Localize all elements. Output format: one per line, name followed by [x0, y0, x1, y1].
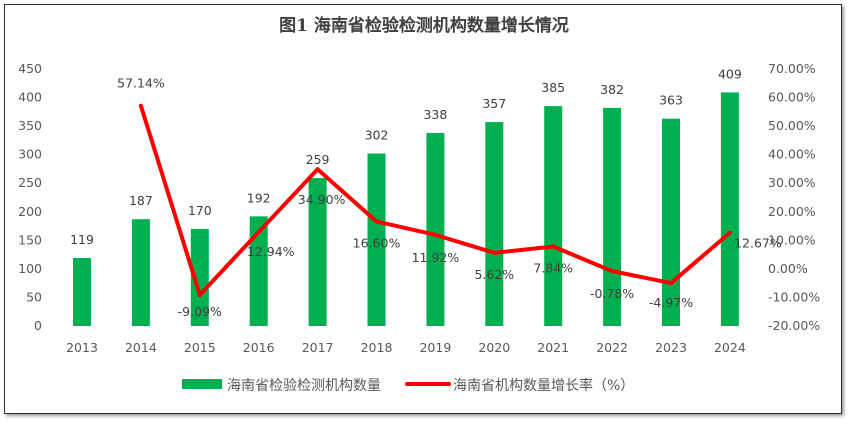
line-data-label: 16.60%: [353, 235, 401, 250]
line-data-label: 5.62%: [474, 267, 514, 282]
x-axis-tick: 2024: [714, 340, 746, 355]
line-data-label: 34.90%: [298, 192, 346, 207]
line-point: [492, 250, 497, 255]
bar: [485, 122, 504, 326]
bar-data-label: 409: [718, 66, 742, 81]
right-axis-tick: 10.00%: [768, 232, 816, 247]
line-point: [551, 244, 556, 249]
line-data-label: 12.94%: [247, 244, 295, 259]
x-axis-tick: 2020: [478, 340, 510, 355]
right-axis-tick: 50.00%: [768, 118, 816, 133]
x-axis-tick: 2014: [125, 340, 157, 355]
x-axis-tick: 2019: [419, 340, 451, 355]
right-axis-tick: 0.00%: [768, 261, 808, 276]
bar-data-label: 192: [247, 190, 271, 205]
x-axis-tick: 2022: [596, 340, 628, 355]
right-axis-tick: 30.00%: [768, 175, 816, 190]
legend: 海南省检验检测机构数量 海南省机构数量增长率（%）: [182, 377, 634, 394]
bar-data-label: 338: [423, 107, 447, 122]
line-point: [727, 230, 732, 235]
x-axis-tick: 2021: [537, 340, 569, 355]
bar: [73, 258, 91, 326]
bar-data-label: 187: [129, 193, 153, 208]
bar: [308, 178, 327, 326]
x-axis-tick: 2018: [361, 340, 393, 355]
legend-bar-label: 海南省检验检测机构数量: [227, 378, 381, 394]
line-data-label: -9.09%: [178, 304, 222, 319]
bar-data-label: 259: [306, 152, 330, 167]
bar-data-label: 363: [659, 93, 683, 108]
line-data-label: 11.92%: [412, 250, 460, 265]
bar-data-label: 385: [541, 80, 565, 95]
left-axis-tick: 350: [18, 118, 42, 133]
x-axis-tick: 2017: [302, 340, 334, 355]
bar-data-label: 357: [482, 96, 506, 111]
x-axis-tick: 2015: [184, 340, 216, 355]
right-axis-tick: 20.00%: [768, 204, 816, 219]
left-axis-tick: 50: [26, 289, 42, 304]
bar-data-label: 302: [365, 128, 389, 143]
line-data-label: 57.14%: [117, 76, 165, 91]
line-point: [610, 269, 615, 274]
right-axis-tick: 40.00%: [768, 147, 816, 162]
legend-line-label: 海南省机构数量增长率（%）: [453, 377, 634, 394]
bar: [662, 118, 680, 326]
legend-bar-swatch: [182, 379, 222, 389]
x-axis-tick: 2023: [655, 340, 687, 355]
bar-data-label: 119: [70, 232, 94, 247]
line-data-label: -4.97%: [649, 295, 693, 310]
left-axis-tick: 250: [18, 175, 42, 190]
line-point: [433, 232, 438, 237]
left-axis-tick: 100: [18, 261, 42, 276]
line-point: [315, 167, 320, 172]
line-data-label: -0.78%: [590, 286, 634, 301]
bar-data-label: 382: [600, 82, 624, 97]
left-axis-tick: 200: [18, 204, 42, 219]
line-point: [374, 219, 379, 224]
left-axis-tick: 450: [18, 61, 42, 76]
line-data-label: 12.67%: [734, 236, 782, 251]
bar: [367, 153, 386, 326]
line-point: [197, 292, 202, 297]
bar: [426, 132, 445, 326]
line-point: [138, 103, 143, 108]
line-point: [256, 229, 261, 234]
right-axis-tick: -20.00%: [768, 318, 820, 333]
line-data-label: 7.84%: [533, 261, 573, 276]
right-axis-tick: -10.00%: [768, 289, 820, 304]
x-axis-tick: 2013: [66, 340, 98, 355]
left-axis-tick: 150: [18, 232, 42, 247]
bar-data-label: 170: [188, 203, 212, 218]
bar: [544, 106, 563, 326]
left-axis-tick: 0: [34, 318, 42, 333]
x-axis-tick: 2016: [243, 340, 275, 355]
left-axis-tick: 300: [18, 147, 42, 162]
bar: [249, 216, 268, 326]
chart-frame: [4, 4, 842, 414]
bar: [190, 228, 209, 326]
left-axis-tick: 400: [18, 90, 42, 105]
bar: [131, 219, 150, 326]
right-axis-tick: 70.00%: [768, 61, 816, 76]
right-axis-tick: 60.00%: [768, 90, 816, 105]
chart-title: 图1 海南省检验检测机构数量增长情况: [279, 15, 569, 36]
bar: [720, 92, 739, 326]
line-point: [669, 281, 673, 286]
